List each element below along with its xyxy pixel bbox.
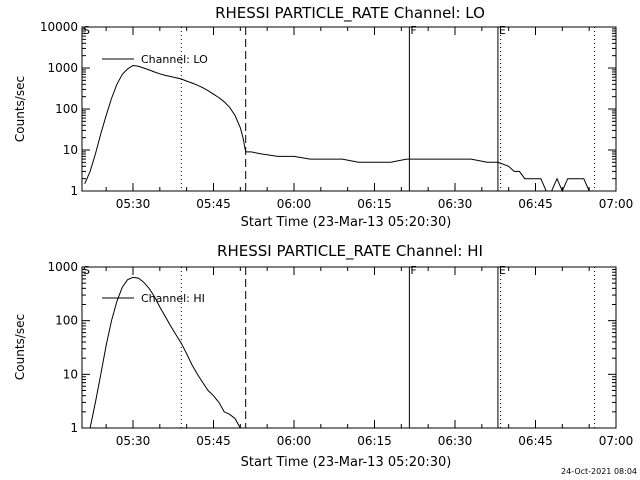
- x-axis-label-lo: Start Time (23-Mar-13 05:20:30): [241, 215, 452, 230]
- event-marker-label-lo: F: [410, 24, 416, 37]
- legend-label-lo: Channel: LO: [141, 53, 208, 66]
- y-tick-label-hi: 1000: [47, 260, 78, 274]
- event-marker-label-hi: E: [499, 264, 506, 277]
- chart-title-hi: RHESSI PARTICLE_RATE Channel: HI: [217, 242, 483, 261]
- y-tick-label-hi: 10: [63, 367, 78, 381]
- y-axis-label-hi: Counts/sec: [13, 314, 27, 380]
- x-tick-label-hi: 06:45: [518, 434, 553, 448]
- x-tick-label-lo: 06:00: [277, 197, 312, 211]
- plot-frame-lo: [81, 26, 617, 192]
- y-tick-label-lo: 100: [55, 102, 78, 116]
- y-tick-label-lo: 10: [63, 143, 78, 157]
- x-tick-label-lo: 05:30: [116, 197, 151, 211]
- x-tick-label-hi: 06:15: [357, 434, 392, 448]
- x-tick-label-lo: 07:00: [599, 197, 634, 211]
- x-tick-label-hi: 06:00: [277, 434, 312, 448]
- y-tick-label-lo: 10000: [40, 20, 78, 34]
- y-axis-label-lo: Counts/sec: [13, 76, 27, 142]
- x-tick-label-lo: 06:45: [518, 197, 553, 211]
- y-tick-label-lo: 1000: [47, 61, 78, 75]
- y-tick-label-hi: 100: [55, 314, 78, 328]
- series-line-hi: [89, 276, 241, 429]
- x-tick-label-hi: 05:30: [116, 434, 151, 448]
- plot-frame-hi: [81, 266, 617, 429]
- event-marker-label-lo: S: [83, 24, 90, 37]
- event-marker-label-lo: E: [499, 24, 506, 37]
- x-tick-label-hi: 06:30: [438, 434, 473, 448]
- event-marker-label-hi: F: [410, 264, 416, 277]
- x-tick-label-lo: 06:30: [438, 197, 473, 211]
- y-tick-label-hi: 1: [70, 421, 78, 435]
- legend-label-hi: Channel: HI: [141, 292, 205, 305]
- event-marker-label-hi: S: [83, 264, 90, 277]
- series-line-lo: [84, 64, 590, 193]
- y-tick-label-lo: 1: [70, 184, 78, 198]
- x-tick-label-hi: 07:00: [599, 434, 634, 448]
- x-tick-label-lo: 06:15: [357, 197, 392, 211]
- x-tick-label-lo: 05:45: [196, 197, 231, 211]
- footer-timestamp: 24-Oct-2021 08:04: [561, 467, 637, 476]
- x-axis-label-hi: Start Time (23-Mar-13 05:20:30): [241, 455, 452, 470]
- chart-title-lo: RHESSI PARTICLE_RATE Channel: LO: [215, 4, 485, 23]
- x-tick-label-hi: 05:45: [196, 434, 231, 448]
